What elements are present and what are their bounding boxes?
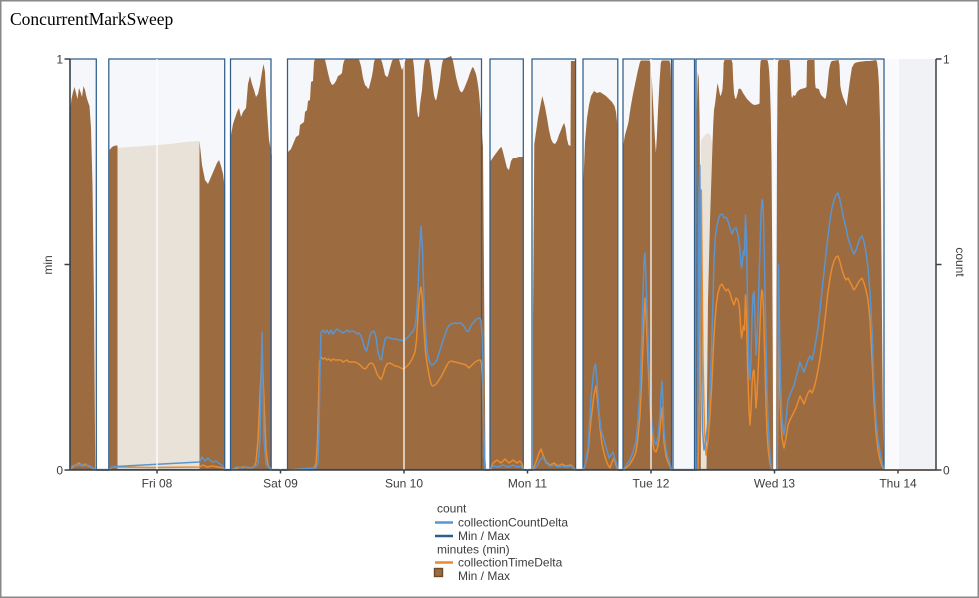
svg-text:Min / Max: Min / Max [458,529,510,543]
svg-text:minutes (min): minutes (min) [437,543,510,557]
svg-text:1: 1 [56,53,63,67]
svg-text:Min / Max: Min / Max [458,569,510,583]
svg-text:collectionTimeDelta: collectionTimeDelta [458,556,563,570]
svg-text:Wed 13: Wed 13 [754,477,795,491]
svg-text:Tue 12: Tue 12 [633,477,670,491]
svg-text:Sat 09: Sat 09 [263,477,298,491]
svg-text:Mon 11: Mon 11 [508,477,547,491]
svg-text:Thu 14: Thu 14 [879,477,917,491]
svg-text:ConcurrentMarkSweep: ConcurrentMarkSweep [10,9,174,29]
svg-text:0: 0 [943,464,950,478]
svg-text:0: 0 [56,464,63,478]
svg-text:count: count [437,502,467,516]
svg-text:1: 1 [943,53,950,67]
svg-text:count: count [953,247,967,277]
svg-text:Fri 08: Fri 08 [142,477,173,491]
svg-text:collectionCountDelta: collectionCountDelta [458,516,568,530]
svg-text:min: min [41,255,55,274]
svg-text:Sun 10: Sun 10 [385,477,423,491]
